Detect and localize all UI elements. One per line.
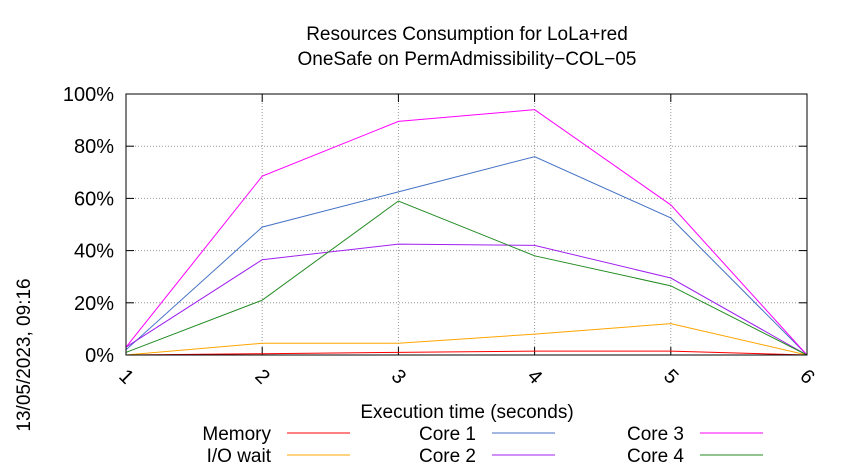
chart-title-line-1: Resources Consumption for LoLa+red: [306, 24, 628, 45]
x-axis-label: Execution time (seconds): [360, 402, 573, 423]
x-tick-label: 3: [387, 365, 410, 388]
series-line-core-1: [125, 156, 808, 356]
y-axis-ticks: 0% 20% 40% 60% 80% 100%: [63, 84, 807, 367]
legend-label: I/O wait: [207, 446, 272, 467]
series-line-i-o-wait: [125, 323, 808, 356]
series-line-core-3: [125, 109, 808, 356]
y-tick-label: 40%: [74, 241, 114, 263]
series-line-core-2: [125, 243, 808, 356]
x-axis-ticks: 1 2 3 4 5 6: [114, 94, 819, 389]
y-tick-label: 0%: [85, 345, 114, 367]
x-tick-label: 2: [250, 365, 273, 388]
x-tick-label: 1: [114, 365, 137, 388]
series-lines: [125, 109, 808, 356]
series-line-core-4: [125, 200, 808, 356]
series-line-memory: [125, 350, 808, 356]
y-tick-label: 100%: [63, 84, 114, 106]
grid: [126, 94, 807, 355]
legend-label: Core 4: [627, 446, 684, 467]
y-tick-label: 20%: [74, 293, 114, 315]
chart-title-line-2: OneSafe on PermAdmissibility−COL−05: [298, 49, 637, 70]
legend-label: Core 2: [419, 446, 476, 467]
chart-title: Resources Consumption for LoLa+red OneSa…: [298, 24, 637, 70]
legend-label: Memory: [202, 424, 271, 445]
x-tick-label: 4: [523, 365, 546, 388]
y-tick-label: 80%: [74, 136, 114, 158]
y-tick-label: 60%: [74, 188, 114, 210]
legend-label: Core 1: [419, 424, 476, 445]
x-tick-label: 5: [659, 365, 682, 388]
legend-label: Core 3: [627, 424, 684, 445]
x-tick-label: 6: [795, 365, 818, 388]
plot-frame: [125, 93, 808, 356]
side-timestamp: 13/05/2023, 09:16: [14, 278, 35, 431]
